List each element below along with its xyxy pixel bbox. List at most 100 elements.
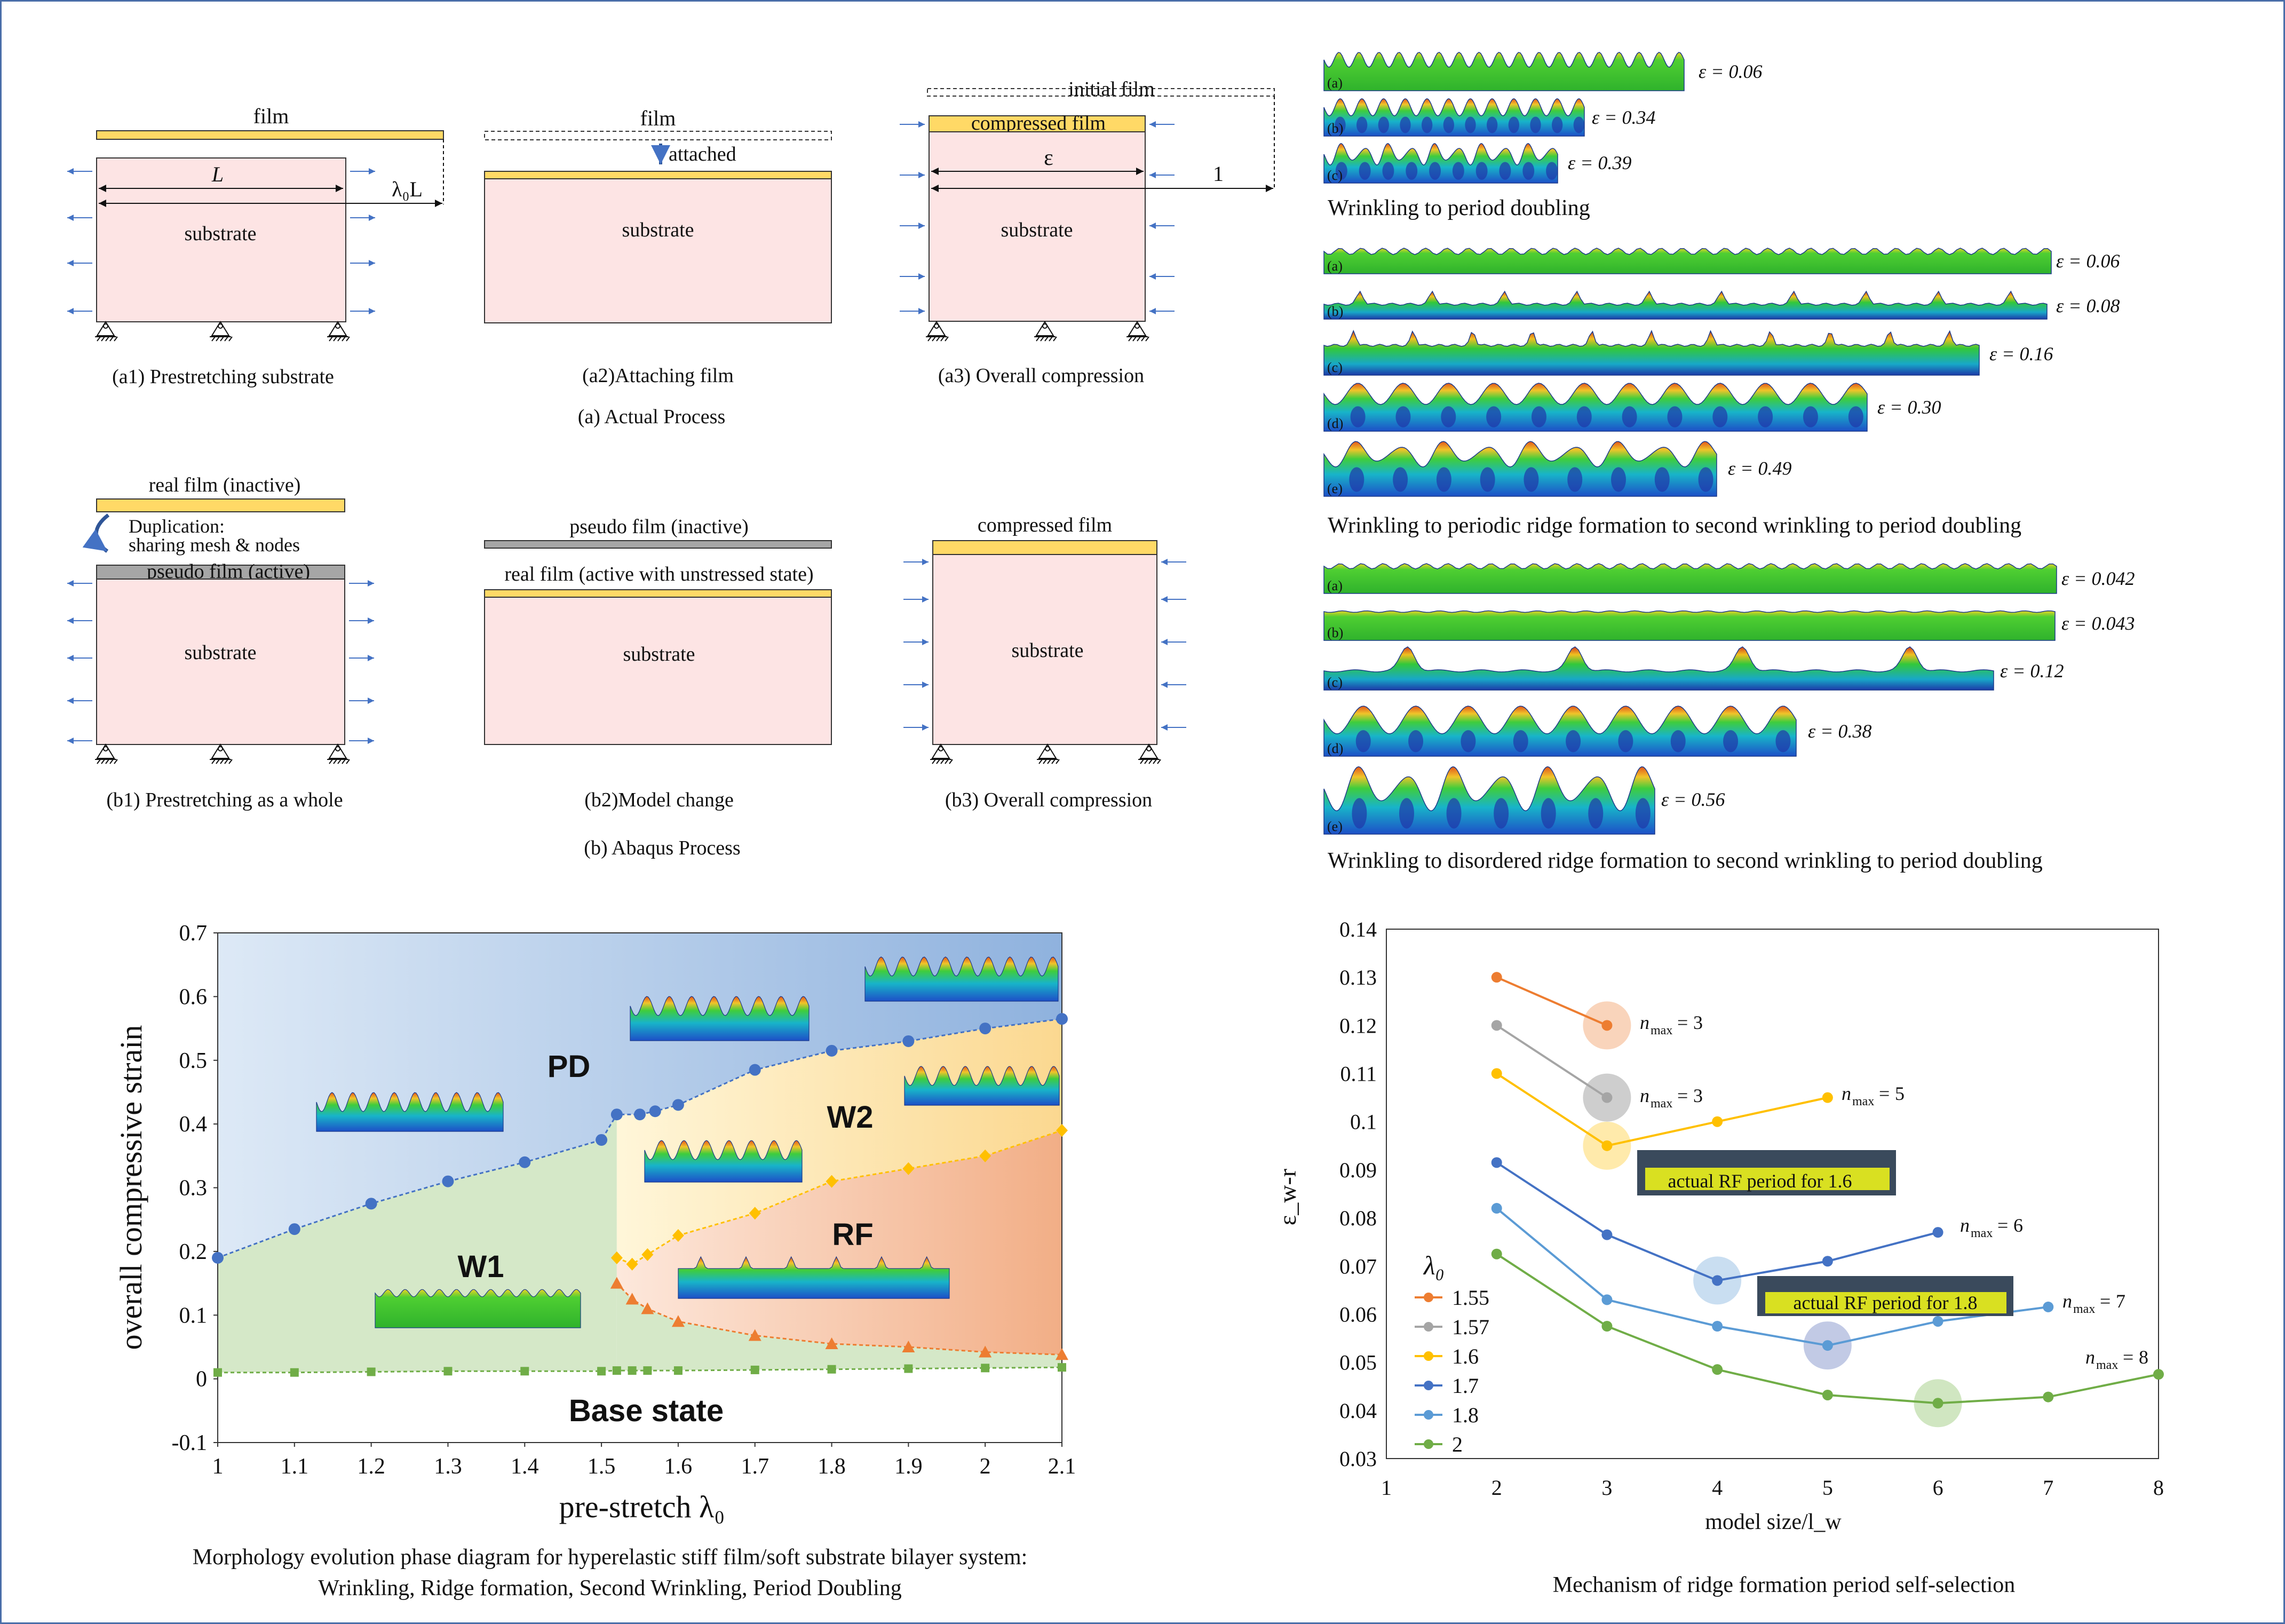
x-tick-label: 3 — [1601, 1476, 1612, 1500]
fem-stress-blob — [1775, 730, 1791, 752]
nmax-sub: max — [1651, 1024, 1672, 1037]
ground-hatch — [945, 336, 949, 342]
data-point — [1601, 1092, 1613, 1103]
ground-hatch — [1038, 759, 1043, 764]
series-line — [1496, 976, 1608, 1027]
ground-hatch — [228, 759, 233, 764]
fem-stress-blob — [1670, 730, 1686, 752]
fem-stress-blob — [1406, 162, 1418, 180]
ground-hatch — [1043, 759, 1047, 764]
data-point — [902, 1340, 915, 1352]
data-point — [1491, 972, 1502, 983]
ground-hatch — [211, 336, 216, 342]
legend-swatch-dot — [1424, 1410, 1433, 1420]
data-point — [1822, 1092, 1833, 1103]
ground-hatch — [1140, 759, 1144, 764]
fem-stress-blob — [1487, 116, 1498, 133]
phase-axes: 0.7 0.6 0.5 0.4 0.3 0.2 0.1 0 -0.11 1.1 1.2 1.3 1.4 1… — [114, 921, 1076, 1524]
support-pin — [1042, 323, 1048, 329]
morphology-inset — [375, 1289, 581, 1328]
fem-stress-blob — [1541, 798, 1556, 829]
y-tick-label: 0.08 — [1339, 1206, 1377, 1230]
strip-epsilon: ε = 0.06 — [2056, 250, 2120, 272]
strip-epsilon: ε = 0.043 — [2061, 613, 2135, 634]
nmax-eq: = — [2123, 1346, 2133, 1368]
legend-label: 1.57 — [1452, 1315, 1489, 1339]
fem-strip: (a) ε = 0.06 — [1323, 248, 2120, 274]
label-pseudo-inactive: pseudo film (inactive) — [569, 516, 749, 538]
data-point — [641, 1302, 654, 1314]
data-point — [649, 1105, 661, 1118]
fem-stress-blob — [1522, 162, 1535, 180]
series-1.7 — [1491, 1157, 1943, 1286]
ground-hatch — [1051, 759, 1056, 764]
data-point — [904, 1364, 913, 1373]
series-line — [1496, 1024, 1608, 1099]
fem-stress-blob — [1486, 406, 1502, 427]
data-point — [826, 1175, 838, 1188]
substrate-label: substrate — [1001, 219, 1073, 241]
nmax-sub: max — [1852, 1095, 1874, 1108]
substrate-label: substrate — [1011, 639, 1083, 662]
data-point — [212, 1251, 224, 1264]
fem-contour — [1323, 98, 1585, 137]
nmax-eq: = — [1677, 1085, 1688, 1106]
strip-label: (b) — [1327, 625, 1343, 640]
fem-stress-blob — [1566, 730, 1581, 752]
ground-hatch — [936, 336, 940, 342]
fem-contour — [1323, 143, 1558, 184]
ground-hatch — [101, 336, 105, 342]
phase-caption-line2: Wrinkling, Ridge formation, Second Wrink… — [318, 1576, 902, 1601]
x-tick-label: 1.1 — [281, 1454, 309, 1479]
strip-label: (c) — [1327, 675, 1343, 690]
x-tick-label: 1.7 — [741, 1454, 769, 1479]
y-tick-label: 0.4 — [179, 1112, 208, 1137]
ground-hatch — [97, 759, 101, 764]
ground-hatch — [346, 336, 350, 342]
ground-hatch — [342, 759, 346, 764]
film-layer — [96, 130, 444, 140]
actual-process-schematics: film substrate L λ₀L (a1) Prestretching … — [96, 78, 1275, 428]
nmax-eq: = — [1879, 1083, 1890, 1104]
y-tick-label: -0.1 — [172, 1431, 208, 1455]
ground-hatch — [1040, 336, 1044, 342]
data-point — [367, 1367, 376, 1376]
legend-swatch-dot — [1424, 1381, 1433, 1390]
compressed-film — [932, 540, 1157, 555]
ground-hatch — [220, 336, 224, 342]
data-point — [902, 1162, 915, 1175]
film-layer — [484, 171, 832, 179]
strip-label: (b) — [1327, 304, 1343, 319]
morphology-inset — [644, 1140, 803, 1183]
fem-group-1: (a) ε = 0.06 (b) ε = 0.34 (c) ε = 0.39 Wrinkli… — [1323, 52, 1762, 220]
data-point — [1712, 1275, 1723, 1286]
fem-contour — [1323, 563, 2057, 594]
strip-epsilon: ε = 0.56 — [1661, 789, 1725, 810]
fem-strip: (d) ε = 0.38 — [1323, 706, 1871, 757]
fem-stress-blob — [1355, 730, 1371, 752]
data-point — [826, 1044, 838, 1057]
fem-strip: (b) ε = 0.34 — [1323, 98, 1655, 137]
duplication-arrow — [82, 513, 110, 553]
ground-hatch — [342, 336, 346, 342]
data-point — [1601, 1140, 1613, 1151]
substrate-label: substrate — [622, 219, 694, 241]
fem-contour — [1323, 646, 1994, 691]
y-tick-label: 0.5 — [179, 1049, 208, 1073]
legend-title: λ₀ — [1423, 1250, 1445, 1280]
data-point — [596, 1134, 608, 1146]
phase-regions — [218, 933, 1062, 1373]
strip-label: (d) — [1327, 416, 1343, 431]
data-point — [981, 1364, 990, 1373]
y-tick-label: 0.05 — [1339, 1351, 1377, 1375]
ground-hatch — [105, 759, 109, 764]
morphology-inset — [904, 1066, 1060, 1106]
fem-group-2: (a) ε = 0.06 (b) ε = 0.08 (c) ε = 0.16 (d) ε = … — [1323, 248, 2120, 538]
strip-epsilon: ε = 0.12 — [2000, 660, 2064, 682]
y-tick-label: 0.09 — [1339, 1158, 1377, 1182]
label-attached: attached — [669, 143, 736, 165]
nmax-annotation: n max = 3 — [1640, 1012, 1703, 1037]
phase-caption-line1: Morphology evolution phase diagram for h… — [193, 1545, 1028, 1570]
ground-hatch — [114, 759, 118, 764]
x-tick-label: 4 — [1712, 1476, 1723, 1500]
